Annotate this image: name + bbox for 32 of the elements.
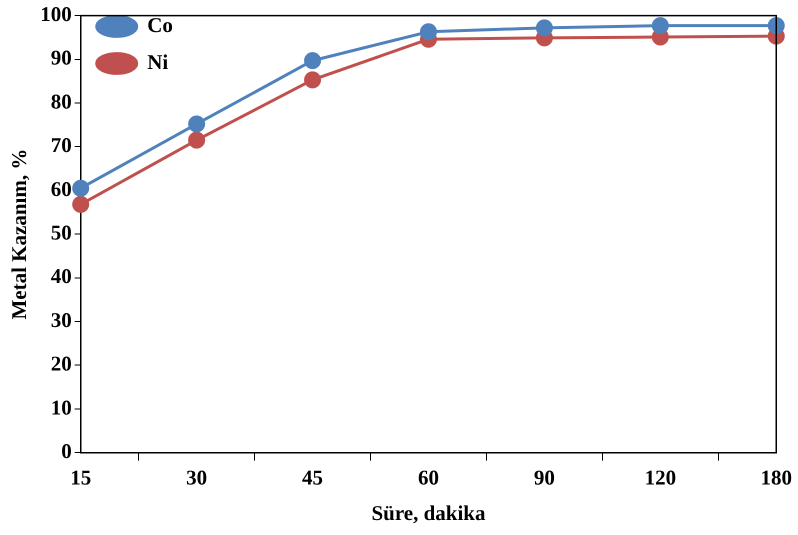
y-tick-label: 30 xyxy=(50,308,72,332)
y-tick-label: 100 xyxy=(40,2,72,26)
point xyxy=(652,17,669,34)
y-tick-label: 0 xyxy=(61,439,72,464)
y-tick-label: 80 xyxy=(50,89,72,114)
x-tick-label: 60 xyxy=(418,466,439,490)
point xyxy=(420,23,437,40)
x-tick-label: 120 xyxy=(644,466,676,490)
point xyxy=(188,115,206,132)
y-tick-label: 20 xyxy=(50,352,72,376)
x-tick-label: 180 xyxy=(760,466,792,490)
x-tick-label: 15 xyxy=(70,466,92,490)
y-tick-label: 70 xyxy=(50,133,72,158)
x-tick-label: 90 xyxy=(534,466,555,490)
legend-label: Ni xyxy=(147,50,168,74)
point xyxy=(72,196,90,213)
y-tick-label: 40 xyxy=(50,264,72,288)
y-tick-label: 50 xyxy=(50,220,72,245)
x-tick-label: 30 xyxy=(186,466,208,490)
point xyxy=(72,180,90,197)
y-tick-label: 60 xyxy=(50,176,72,201)
point xyxy=(768,17,785,34)
point xyxy=(304,52,322,70)
y-axis-title: Metal Kazanım, % xyxy=(7,148,32,320)
y-tick-label: 90 xyxy=(50,46,72,70)
point xyxy=(304,71,322,88)
point xyxy=(188,132,206,149)
x-axis-title: Süre, dakika xyxy=(371,500,486,525)
legend-label: Co xyxy=(147,12,173,37)
x-tick-label: 45 xyxy=(302,466,324,490)
point xyxy=(536,19,553,36)
y-tick-label: 10 xyxy=(50,395,72,420)
